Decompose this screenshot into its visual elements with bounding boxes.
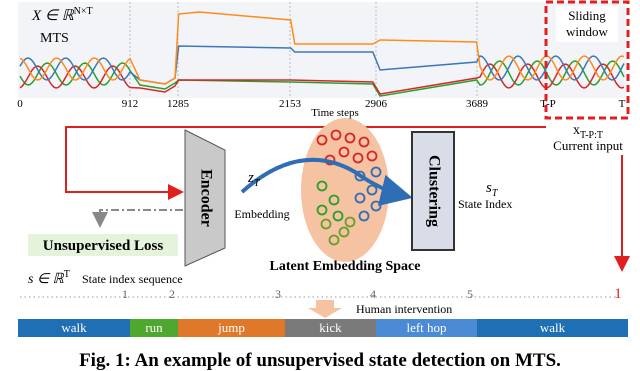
segment xyxy=(130,319,178,337)
segment xyxy=(477,319,628,337)
caption: Fig. 1: An example of unsupervised state… xyxy=(79,350,561,371)
state-label: 3 xyxy=(275,287,281,301)
axis-label: Time steps xyxy=(311,107,359,119)
embedding-dot xyxy=(316,180,328,192)
embedding-label: Embedding xyxy=(234,207,289,221)
embedding-dot xyxy=(330,129,342,141)
embedding-dot xyxy=(358,210,370,222)
loss-arrow xyxy=(92,209,183,228)
segments: walk run jump kick left hop walk xyxy=(18,319,628,337)
superscript: N×T xyxy=(74,6,93,17)
intervention-arrow xyxy=(308,300,342,318)
segment-label: walk xyxy=(540,320,566,335)
latent-space-label: Latent Embedding Space xyxy=(270,259,421,274)
segment xyxy=(376,319,477,337)
superscript: T xyxy=(64,269,70,280)
tick-label: T-P xyxy=(540,98,556,110)
embedding-symbol: zT xyxy=(247,170,261,189)
clustering-label: Clustering xyxy=(425,155,442,227)
embedding-dot xyxy=(370,200,382,212)
tick-labels: 0 912 1285 2153 2906 3689 T-P T xyxy=(17,98,625,110)
current-input-symbol: xT-P:T xyxy=(573,123,603,141)
series-curve xyxy=(19,60,625,97)
sequence-label: State index sequence xyxy=(82,272,183,286)
embedding-dot xyxy=(344,132,356,144)
segment-label: left hop xyxy=(406,320,446,335)
series-curve xyxy=(19,11,625,85)
state-label: 2 xyxy=(169,287,175,301)
embedding-dot xyxy=(338,226,350,238)
input-arrow xyxy=(65,126,546,200)
embedding-dot xyxy=(332,210,344,222)
states: 1 2 3 4 5 1 xyxy=(122,286,622,302)
segment-label: run xyxy=(145,320,163,335)
time-series xyxy=(19,11,625,97)
embedding-dot xyxy=(370,166,382,178)
intervention-label: Human intervention xyxy=(356,302,452,316)
window-label-bg xyxy=(556,6,618,42)
tick-label: 0 xyxy=(17,98,23,110)
embedding-dot xyxy=(328,234,340,246)
embedding-dot xyxy=(316,134,328,146)
current-input-label: Current input xyxy=(553,138,623,153)
embedding-dot xyxy=(328,194,340,206)
segment-label: walk xyxy=(61,320,87,335)
state-label: 1 xyxy=(122,287,128,301)
mts-label: MTS xyxy=(40,31,69,46)
tick-label: 3689 xyxy=(466,98,489,110)
state-label: 1 xyxy=(614,286,622,302)
embedding-dot xyxy=(344,216,356,228)
embedding-dot xyxy=(316,204,328,216)
sequence-variable: s ∈ ℝT xyxy=(28,269,70,287)
segment-label: kick xyxy=(319,320,342,335)
encoder-label: Encoder xyxy=(197,169,214,227)
embedding-dot xyxy=(358,136,370,148)
symbol: s xyxy=(486,180,492,196)
embedding-dot xyxy=(354,170,366,182)
window-label: window xyxy=(566,24,609,39)
segment xyxy=(18,319,130,337)
segment xyxy=(178,319,285,337)
series-panel xyxy=(18,2,626,98)
tick-label: 2153 xyxy=(279,98,302,110)
state-label: State Index xyxy=(458,197,512,211)
embedding-dot xyxy=(366,150,378,162)
variable: s ∈ ℝ xyxy=(28,272,65,287)
embedding-arrow xyxy=(240,157,413,206)
embedding-dot xyxy=(354,192,366,204)
subscript: T xyxy=(492,188,499,199)
segment-label: jump xyxy=(217,320,245,335)
subscript: T xyxy=(254,178,261,189)
tick-label: 2906 xyxy=(365,98,388,110)
loss-label: Unsupervised Loss xyxy=(43,238,164,254)
state-label: 4 xyxy=(370,287,376,301)
state-symbol: sT xyxy=(486,180,499,199)
symbol: z xyxy=(247,170,254,186)
embeddings xyxy=(316,129,382,246)
symbol: x xyxy=(573,123,580,138)
encoder xyxy=(184,129,226,267)
tick-label: 1285 xyxy=(167,98,190,110)
series-curve xyxy=(19,45,625,85)
tick-label: T xyxy=(619,98,626,110)
variable: X ∈ ℝ xyxy=(31,8,75,24)
embedding-dot xyxy=(352,152,364,164)
state-label: 5 xyxy=(467,287,473,301)
loss-box xyxy=(28,234,178,256)
segment xyxy=(285,319,376,337)
window-label: Sliding xyxy=(568,8,606,23)
series-variable: X ∈ ℝN×T xyxy=(31,6,93,24)
embedding-dot xyxy=(338,146,350,158)
embedding-dot xyxy=(320,218,332,230)
embedding-dot xyxy=(366,184,378,196)
clustering xyxy=(411,131,455,251)
tick-label: 912 xyxy=(122,98,139,110)
subscript: T-P:T xyxy=(580,130,603,141)
